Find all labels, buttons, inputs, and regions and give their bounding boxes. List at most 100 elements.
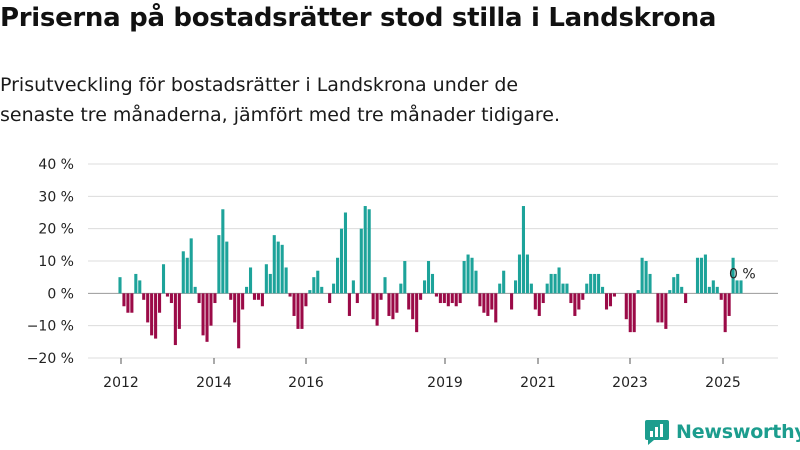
bar — [126, 293, 130, 313]
bar — [292, 293, 296, 316]
bar — [296, 293, 300, 329]
y-tick-label: 10 % — [38, 254, 74, 270]
bar — [154, 293, 158, 339]
bar — [640, 257, 644, 294]
bar — [339, 228, 344, 294]
bar — [169, 293, 173, 304]
bar — [573, 293, 577, 316]
bar — [510, 293, 514, 310]
y-tick-label: 20 % — [38, 222, 74, 238]
bar — [672, 277, 676, 294]
x-tick-label: 2025 — [705, 375, 741, 391]
x-tick-label: 2016 — [288, 375, 324, 391]
bar — [668, 290, 672, 294]
x-tick-label: 2023 — [612, 375, 648, 391]
bar — [601, 286, 605, 294]
bar — [201, 293, 205, 336]
bar — [608, 293, 613, 307]
bar — [604, 293, 609, 310]
bar — [486, 293, 490, 316]
bar — [351, 280, 355, 294]
bar — [118, 277, 122, 294]
brand-name: Newsworthy — [676, 421, 800, 443]
bar — [529, 283, 533, 294]
bar — [517, 254, 522, 294]
bar — [462, 261, 466, 294]
bar — [660, 293, 664, 323]
bar — [237, 293, 241, 349]
bar — [300, 293, 304, 329]
x-tick-label: 2021 — [520, 375, 556, 391]
bar — [134, 273, 138, 294]
bar — [577, 293, 581, 310]
bar — [359, 228, 363, 294]
bar — [719, 293, 723, 300]
bar — [565, 283, 569, 294]
bar — [205, 293, 209, 342]
bar — [260, 293, 264, 307]
bar — [498, 283, 502, 294]
chart-subtitle: Prisutveckling för bostadsrätter i Lands… — [0, 74, 560, 126]
bar — [146, 293, 150, 323]
bar — [221, 209, 225, 294]
bar — [482, 293, 486, 313]
bar — [304, 293, 308, 307]
y-tick-label: −10 % — [27, 319, 74, 335]
bar — [502, 270, 506, 294]
bar — [521, 206, 525, 294]
bar — [122, 293, 126, 307]
bar — [308, 290, 312, 294]
bar — [442, 293, 446, 304]
bar — [731, 257, 735, 294]
bar — [383, 277, 387, 294]
bar — [375, 293, 379, 326]
bar — [419, 293, 423, 300]
bar — [150, 293, 154, 336]
bar — [165, 293, 170, 297]
bar — [379, 293, 383, 300]
bar — [695, 257, 700, 294]
bar — [533, 293, 537, 310]
bar — [585, 283, 589, 294]
bar — [466, 254, 470, 294]
bar — [446, 293, 450, 307]
bar — [648, 273, 652, 294]
bar — [181, 251, 185, 294]
bar — [597, 273, 601, 294]
bar — [553, 273, 557, 294]
bar — [680, 286, 684, 294]
bars — [118, 206, 743, 349]
bar — [454, 293, 458, 307]
bar — [395, 293, 399, 313]
bar — [347, 293, 351, 316]
bar — [612, 293, 616, 297]
last-value-annotation: 0 % — [729, 266, 756, 282]
bar — [245, 286, 249, 294]
bar — [711, 280, 715, 294]
bar — [478, 293, 482, 307]
bar — [593, 273, 597, 294]
bar — [197, 293, 201, 304]
bar — [158, 293, 162, 313]
bar — [632, 293, 636, 333]
bar — [332, 283, 336, 294]
x-tick-label: 2014 — [196, 375, 232, 391]
bar — [494, 293, 498, 323]
y-tick-label: 30 % — [38, 189, 74, 205]
bar — [715, 286, 719, 294]
bar — [434, 293, 438, 297]
y-tick-label: 0 % — [47, 286, 74, 302]
bar — [561, 283, 565, 294]
bar — [276, 241, 280, 294]
bar — [209, 293, 213, 326]
bar — [193, 286, 197, 294]
bar — [189, 238, 193, 294]
bar — [474, 270, 478, 294]
bar-chart: 40 %30 %20 %10 %0 %−10 %−20 % 2012 2014 20… — [27, 157, 778, 391]
chart-title: Priserna på bostadsrätter stod stilla i … — [0, 3, 717, 33]
bar — [676, 273, 680, 294]
bar — [664, 293, 668, 329]
bar — [138, 280, 142, 294]
bar — [403, 261, 407, 294]
bar — [142, 293, 146, 300]
